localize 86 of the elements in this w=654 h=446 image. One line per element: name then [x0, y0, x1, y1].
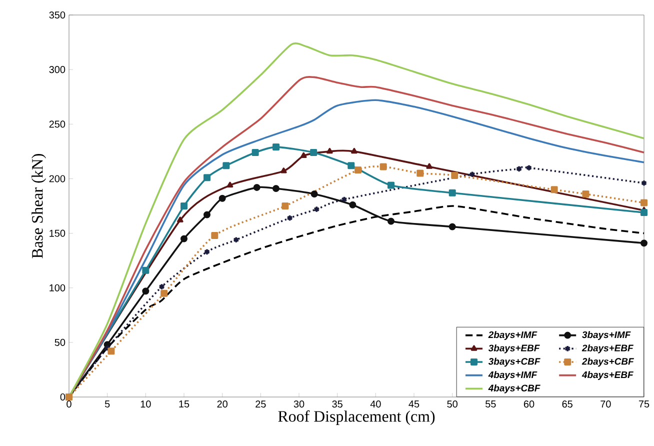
point — [416, 170, 424, 177]
point — [204, 174, 210, 182]
point — [158, 283, 165, 290]
legend-label: 3bays+EBF — [488, 344, 540, 354]
point — [640, 209, 648, 216]
point — [211, 232, 218, 239]
legend-label: 4bays+EBF — [582, 371, 634, 380]
point — [526, 164, 532, 172]
point — [180, 202, 188, 210]
point — [160, 290, 168, 297]
point — [469, 170, 476, 178]
legend-label: 3bays+IMF — [582, 331, 631, 340]
x-tick-label: 55 — [486, 400, 496, 408]
x-tick-label: 75 — [638, 400, 650, 408]
point — [282, 202, 289, 210]
point — [354, 166, 362, 174]
point — [582, 190, 590, 198]
legend-label: 2bays+EBF — [582, 344, 634, 354]
point — [142, 288, 150, 295]
y-axis-title: Base Shear (kN) — [32, 154, 46, 258]
point — [286, 214, 293, 222]
legend-label: 3bays+CBF — [488, 358, 540, 367]
x-tick-label: 0 — [66, 400, 72, 408]
y-tick-label: 100 — [50, 284, 66, 292]
point — [326, 148, 333, 154]
legend-label: 2bays+CBF — [582, 358, 634, 367]
point — [640, 199, 648, 206]
point — [348, 162, 355, 170]
x-tick-label: 70 — [600, 400, 611, 408]
x-tick-label: 40 — [370, 400, 381, 408]
point — [550, 186, 558, 194]
x-tick-label: 10 — [140, 400, 151, 408]
point — [142, 266, 150, 274]
point — [253, 184, 260, 191]
x-tick-label: 15 — [179, 400, 190, 408]
point — [313, 206, 320, 213]
point — [341, 196, 348, 203]
x-tick-label: 30 — [294, 400, 304, 408]
x-tick-label: 20 — [217, 400, 228, 408]
point — [388, 218, 394, 225]
point — [204, 248, 210, 256]
point — [108, 348, 115, 355]
point — [426, 163, 432, 169]
legend-label: 2bays+IMF — [488, 331, 538, 340]
y-tick-label: 300 — [49, 66, 66, 74]
point — [218, 194, 226, 202]
y-tick-label: 350 — [49, 11, 66, 19]
x-tick-label: 50 — [447, 400, 458, 408]
y-tick-label: 50 — [54, 338, 66, 346]
legend-label: 4bays+IMF — [488, 371, 538, 380]
point — [640, 240, 648, 247]
point — [448, 223, 456, 230]
point — [300, 152, 307, 158]
x-tick-label: 35 — [332, 400, 342, 408]
point — [351, 148, 358, 154]
point — [310, 149, 318, 156]
point — [204, 211, 210, 218]
x-tick-label: 65 — [562, 400, 572, 408]
point — [252, 149, 259, 156]
y-tick-label: 150 — [50, 230, 66, 237]
point — [310, 190, 318, 198]
point — [640, 180, 648, 187]
y-tick-label: 250 — [49, 120, 66, 128]
x-axis-title: Roof Displacement (cm) — [278, 410, 435, 426]
point — [388, 182, 394, 189]
point — [380, 163, 387, 170]
point — [104, 344, 110, 352]
point — [222, 162, 230, 170]
point — [177, 216, 184, 222]
point — [226, 182, 234, 188]
point — [349, 201, 356, 208]
point — [232, 236, 240, 244]
x-tick-label: 5 — [104, 400, 110, 408]
point — [451, 172, 458, 179]
point — [272, 185, 280, 192]
point — [272, 144, 280, 151]
y-tick-label: 0 — [60, 393, 66, 401]
x-tick-label: 45 — [408, 400, 420, 408]
point — [516, 165, 522, 172]
point — [280, 168, 287, 174]
point — [448, 189, 456, 196]
legend-label: 4bays+CBF — [488, 384, 540, 394]
x-tick-label: 60 — [524, 400, 534, 408]
y-tick-label: 200 — [49, 175, 66, 182]
x-tick-label: 25 — [256, 400, 266, 408]
point — [180, 235, 188, 242]
